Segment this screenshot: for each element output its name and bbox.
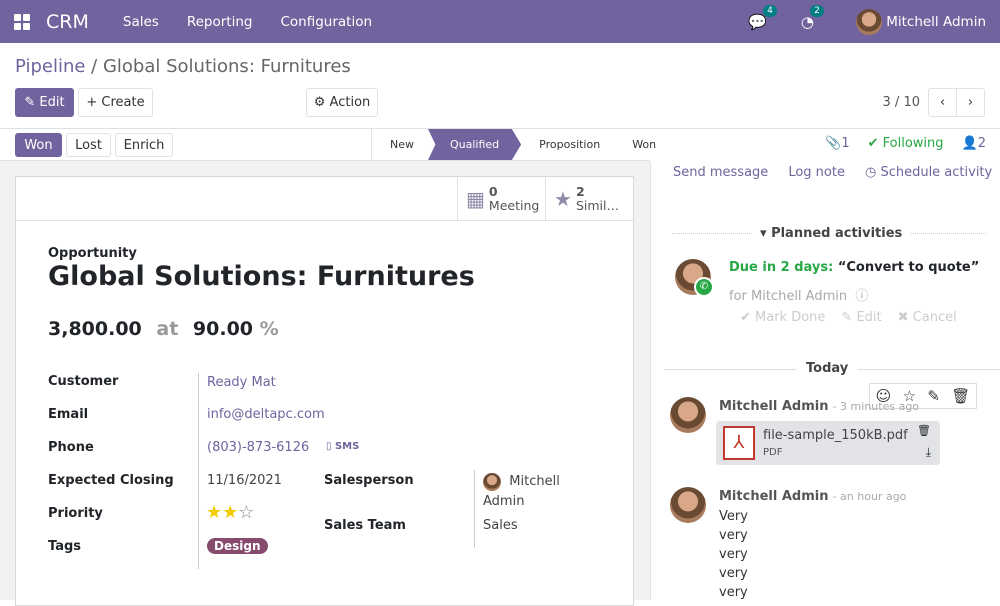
phone-value[interactable]: (803)-873-6126 [207,440,310,455]
statusbar: Won Lost Enrich New Qualified Propositio… [0,129,656,161]
activity-due: Due in 2 days: [729,260,834,275]
following-button[interactable]: ✔ Following [867,136,944,151]
stage-proposition[interactable]: Proposition [539,138,601,151]
message-time: - 3 minutes ago [832,400,920,413]
breadcrumb-current: Global Solutions: Furnitures [102,56,351,77]
message-time: - an hour ago [832,490,907,503]
salesperson-label: Salesperson [324,473,414,488]
record-title: Global Solutions: Furnitures [48,261,475,292]
menu-sales[interactable]: Sales [122,13,159,30]
edit-activity-button[interactable]: ✎ Edit [841,310,882,325]
planned-activities-toggle[interactable]: ▾ Planned activities [752,226,911,241]
log-note-button[interactable]: Log note [788,165,845,180]
tags-label: Tags [48,539,82,554]
message-avatar [670,397,706,433]
sales-team-value[interactable]: Sales [483,518,518,533]
attachment-type: PDF [763,447,783,458]
edit-button[interactable]: ✎ Edit [15,88,74,117]
today-separator: Today [796,361,859,376]
action-button[interactable]: ⚙ Action [306,88,378,117]
meeting-smart-button[interactable]: ▦ 0 Meeting [457,177,545,220]
attachments-button[interactable]: 📎1 [825,136,850,151]
message-author: Mitchell Admin [719,489,829,504]
customer-label: Customer [48,374,119,389]
delete-attachment-icon[interactable]: 🗑 [917,424,931,437]
salesperson-value[interactable]: Mitchell Admin [483,472,560,509]
user-avatar [855,8,882,35]
activity-summary: “Convert to quote” [837,260,980,275]
app-name[interactable]: CRM [46,10,89,33]
followers-button[interactable]: 👤2 [961,136,986,151]
download-icon[interactable]: ⤓ [925,445,931,459]
attachment-name: file-sample_150kB.pdf [763,428,908,443]
expected-closing-label: Expected Closing [48,473,174,488]
priority-label: Priority [48,506,103,521]
similar-smart-button[interactable]: ★ 2 Simil… [545,177,633,220]
messages-count: 4 [763,4,777,17]
user-menu[interactable]: Mitchell Admin [855,8,986,35]
sales-team-label: Sales Team [324,518,406,533]
activities-icon[interactable]: ◔ 2 [801,4,824,31]
trash-icon[interactable]: 🗑 [951,387,971,405]
menu-configuration[interactable]: Configuration [280,13,373,30]
calendar-icon: ▦ [466,186,485,211]
enrich-button[interactable]: Enrich [115,133,173,157]
activities-count: 2 [810,4,824,17]
phone-icon: ✆ [694,277,714,297]
expected-revenue: 3,800.00 at 90.00 % [48,318,279,340]
lost-button[interactable]: Lost [66,133,111,157]
next-record-button[interactable]: › [956,88,985,117]
expected-closing-value: 11/16/2021 [207,473,282,488]
stage-won[interactable]: Won [632,138,657,151]
phone-label: Phone [48,440,94,455]
activity-assignee: for Mitchell Admin ⓘ [729,289,869,304]
tag-design[interactable]: Design [207,538,268,554]
message-avatar [670,487,706,523]
star-filled-icon[interactable]: ★ [222,502,239,523]
schedule-activity-button[interactable]: ◷ Schedule activity [864,165,993,180]
pdf-icon: ⅄ [723,426,755,460]
salesperson-avatar [483,472,501,491]
breadcrumb-pipeline[interactable]: Pipeline [15,56,86,77]
won-button[interactable]: Won [15,133,62,157]
chatter: 📎1 ✔ Following 👤2 Send message Log note … [652,129,1000,600]
sms-button[interactable]: ▯ SMS [326,441,360,452]
star-icon[interactable]: ☆ [902,387,917,405]
stage-qualified[interactable]: Qualified [428,129,522,160]
star-icon: ★ [554,186,572,211]
breadcrumb: Pipeline / Global Solutions: Furnitures [15,56,351,77]
control-panel: Pipeline / Global Solutions: Furnitures … [0,43,1000,129]
message-author: Mitchell Admin [719,399,829,414]
stage-new[interactable]: New [390,138,414,151]
pencil-icon[interactable]: ✎ [927,387,940,405]
messages-icon[interactable]: 💬 4 [748,4,777,31]
customer-value[interactable]: Ready Mat [207,375,276,390]
star-filled-icon[interactable]: ★ [206,502,223,523]
email-label: Email [48,407,89,422]
priority-stars[interactable]: ★★☆ [206,502,254,523]
cancel-activity-button[interactable]: ✖ Cancel [897,310,957,325]
stage-pipeline: New Qualified Proposition Won [371,129,670,160]
apps-menu-icon[interactable] [14,13,30,30]
message-body: Very very very very very [719,509,748,600]
previous-record-button[interactable]: ‹ [928,88,957,117]
email-value[interactable]: info@deltapc.com [207,407,325,422]
create-button[interactable]: + Create [78,88,153,117]
form-view: ▦ 0 Meeting ★ 2 Simil… Opportunity Global So… [0,161,651,606]
form-sheet: ▦ 0 Meeting ★ 2 Simil… Opportunity Global So… [15,176,634,606]
attachment-card[interactable]: ⅄ file-sample_150kB.pdf PDF 🗑 ⤓ [716,421,940,465]
mark-done-button[interactable]: ✔ Mark Done [740,310,826,325]
pager-value: 3 / 10 [882,95,920,110]
star-empty-icon[interactable]: ☆ [238,502,255,523]
menu-reporting[interactable]: Reporting [186,13,253,30]
emoji-icon[interactable]: ☺ [875,387,892,405]
navbar: CRM Sales Reporting Configuration 💬 4 ◔ 2 … [0,0,1000,43]
user-name: Mitchell Admin [886,13,986,30]
record-type: Opportunity [48,246,137,261]
send-message-button[interactable]: Send message [673,165,769,180]
